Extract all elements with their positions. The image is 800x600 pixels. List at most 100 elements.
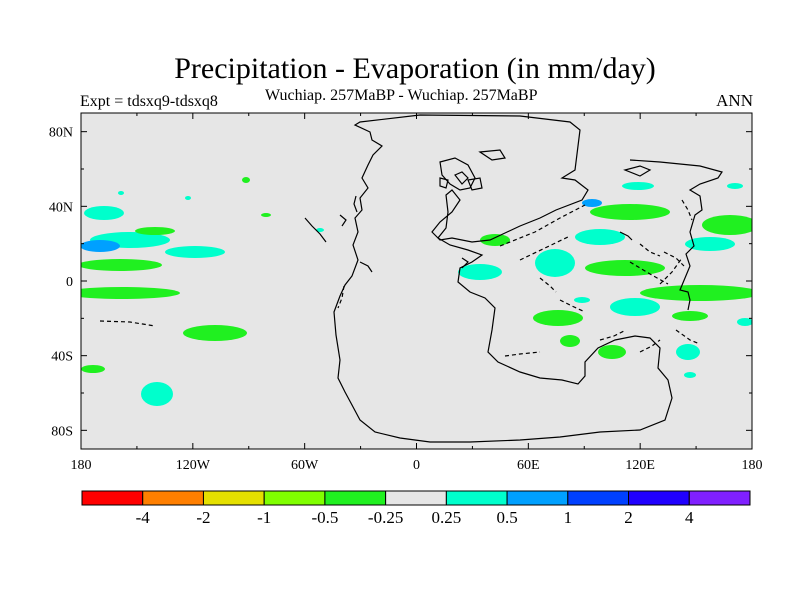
anomaly-patch	[533, 310, 583, 326]
anomaly-patch	[610, 298, 660, 316]
coast-fragment	[499, 204, 586, 247]
anomaly-patch	[242, 177, 250, 183]
coast-fragment	[353, 195, 358, 213]
coast-fragment	[659, 257, 683, 285]
colorbar-swatch	[324, 490, 387, 506]
coast-fragment	[519, 235, 571, 261]
colorbar-swatch	[445, 490, 508, 506]
anomaly-patch	[737, 318, 752, 326]
y-axis: 80N 40N 0 40S 80S	[49, 126, 752, 439]
coast-fragment	[559, 299, 586, 313]
colorbar-swatch	[81, 490, 144, 506]
x-axis: 180 120W 60W 0 60E 120E 180	[71, 113, 763, 473]
coast-fragment	[304, 217, 327, 243]
anomaly-patch	[727, 183, 743, 189]
coast-fragment	[623, 165, 652, 177]
coastlines	[304, 114, 723, 443]
x-tick-label: 120W	[176, 458, 211, 473]
colorbar-label: -0.25	[368, 508, 403, 527]
anomaly-patch	[622, 182, 654, 190]
anomaly-patch	[261, 213, 271, 217]
y-tick-label: 40N	[49, 200, 73, 215]
x-tick-label: 180	[71, 458, 92, 473]
coast-fragment	[619, 231, 633, 241]
anomaly-fields	[81, 177, 752, 406]
y-tick-label: 0	[66, 275, 73, 290]
anomaly-patch	[672, 311, 708, 321]
dashed-coast-fragments	[99, 199, 701, 357]
season-label: ANN	[716, 91, 753, 110]
colorbar-swatch	[628, 490, 690, 506]
anomaly-patch	[81, 259, 162, 271]
colorbar-swatch	[506, 490, 569, 506]
x-tick-label: 0	[413, 458, 420, 473]
anomaly-patch	[590, 204, 670, 220]
x-tick-label: 180	[742, 458, 763, 473]
experiment-label: Expt = tdsxq9-tdsxq8	[80, 93, 218, 110]
pangaea-coast	[333, 114, 673, 443]
anomaly-patch	[480, 234, 510, 246]
anomaly-patch	[676, 344, 700, 360]
coast-fragment	[629, 159, 723, 311]
coast-fragment	[99, 320, 156, 327]
anomaly-patch	[585, 260, 665, 276]
map-background	[81, 113, 752, 449]
coast-fragment	[454, 171, 469, 185]
x-tick-label: 60E	[517, 458, 540, 473]
colorbar-label: -4	[136, 508, 151, 527]
anomaly-patch	[458, 264, 502, 280]
anomaly-patch	[582, 199, 602, 207]
colorbar: -4 -2 -1 -0.5 -0.25 0.25 0.5 1 2 4	[81, 490, 751, 527]
colorbar-label: -1	[257, 508, 271, 527]
anomaly-patch	[598, 345, 626, 359]
anomaly-patch	[535, 249, 575, 277]
anomaly-patch	[165, 246, 225, 258]
coast-fragment	[359, 261, 373, 273]
colorbar-label: 0.25	[431, 508, 461, 527]
anomaly-patch	[118, 191, 124, 195]
coast-fragment	[675, 329, 701, 345]
coast-fragment	[681, 199, 693, 221]
coast-fragment	[339, 214, 347, 227]
colorbar-label: -2	[196, 508, 210, 527]
anomaly-patch	[84, 206, 124, 220]
y-tick-label: 40S	[51, 350, 73, 365]
coast-fragment	[467, 177, 483, 191]
coast-fragment	[439, 157, 476, 191]
colorbar-label: -0.5	[311, 508, 338, 527]
anomaly-patch	[316, 228, 324, 232]
y-tick-label: 80N	[49, 126, 73, 141]
y-tick-label: 80S	[51, 424, 73, 439]
colorbar-label: 2	[624, 508, 633, 527]
coast-fragment	[599, 329, 627, 341]
colorbar-label: 0.5	[496, 508, 517, 527]
anomaly-patch	[185, 196, 191, 200]
anomaly-patch	[135, 227, 175, 235]
coast-fragment	[461, 257, 469, 269]
anomaly-patch	[575, 229, 625, 245]
x-tick-label: 120E	[625, 458, 655, 473]
anomaly-patch	[81, 365, 105, 373]
colorbar-swatch	[385, 490, 447, 506]
colorbar-swatch	[688, 490, 751, 506]
anomaly-patch	[574, 297, 590, 303]
anomaly-patch	[702, 215, 752, 235]
anomaly-patch	[183, 325, 247, 341]
x-tick-label: 60W	[291, 458, 319, 473]
anomaly-patch	[684, 372, 696, 378]
anomaly-patch	[141, 382, 173, 406]
anomaly-patch	[560, 335, 580, 347]
plot-title: Precipitation - Evaporation (in mm/day)	[174, 52, 656, 85]
anomaly-patch	[640, 285, 752, 301]
colorbar-swatch	[142, 490, 204, 506]
coast-fragment	[504, 351, 541, 357]
anomaly-patch	[685, 237, 735, 251]
colorbar-label: 1	[564, 508, 573, 527]
colorbar-label: 4	[685, 508, 694, 527]
anomaly-patch	[81, 240, 120, 252]
coast-fragment	[629, 261, 669, 285]
coast-fragment	[478, 149, 506, 161]
plot-subtitle: Wuchiap. 257MaBP - Wuchiap. 257MaBP	[265, 87, 538, 104]
colorbar-swatch	[567, 490, 630, 506]
